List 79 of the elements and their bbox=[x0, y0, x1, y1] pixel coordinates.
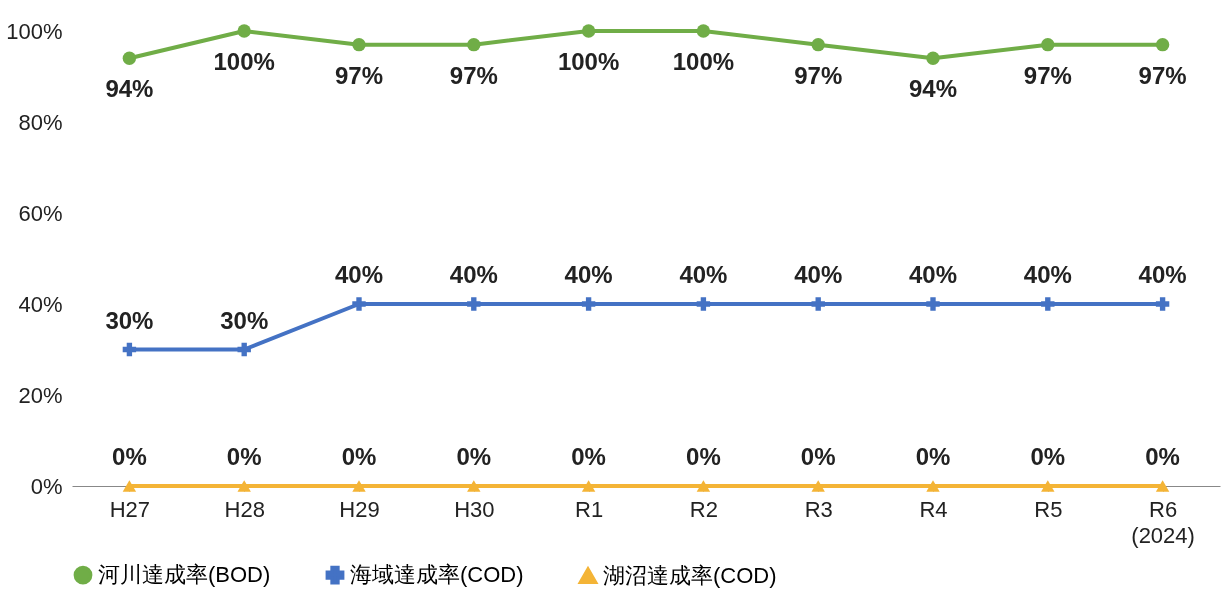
point bbox=[1041, 480, 1055, 492]
point bbox=[926, 51, 940, 65]
data-label: 40% bbox=[908, 261, 958, 288]
point bbox=[811, 297, 825, 311]
point bbox=[352, 37, 366, 52]
data-label: 97% bbox=[334, 61, 384, 89]
data-label: 0% bbox=[800, 443, 836, 470]
point bbox=[237, 342, 251, 357]
legend-label: 河川達成率(BOD) bbox=[98, 562, 271, 588]
x-tick-label: R1 bbox=[575, 496, 604, 522]
y-tick-label: 40% bbox=[18, 291, 63, 317]
point bbox=[1155, 297, 1170, 311]
point bbox=[1041, 297, 1055, 311]
y-tick-label: 0% bbox=[30, 473, 63, 499]
x-tick-label: R2 bbox=[689, 496, 718, 522]
data-label: 0% bbox=[226, 443, 262, 470]
data-label: 40% bbox=[1138, 261, 1187, 288]
data-label: 0% bbox=[456, 443, 492, 470]
y-tick-label: 60% bbox=[18, 200, 63, 226]
x-tick-label: H30 bbox=[454, 496, 495, 522]
y-tick-label: 80% bbox=[18, 109, 63, 135]
data-label: 100% bbox=[557, 48, 620, 75]
y-tick-label: 20% bbox=[18, 382, 63, 408]
point bbox=[467, 480, 481, 492]
data-label: 94% bbox=[105, 75, 154, 103]
data-label: 0% bbox=[112, 443, 147, 470]
point bbox=[122, 342, 137, 357]
legend-label: 湖沼達成率(COD) bbox=[603, 562, 777, 588]
point bbox=[1155, 37, 1170, 52]
x-tick-label: R3 bbox=[804, 496, 833, 522]
data-label: 0% bbox=[915, 443, 951, 470]
data-label: 97% bbox=[449, 61, 498, 89]
data-label: 40% bbox=[334, 261, 384, 288]
x-tick-label: H27 bbox=[109, 496, 151, 522]
point bbox=[811, 37, 825, 52]
data-label: 30% bbox=[220, 306, 269, 334]
point bbox=[926, 480, 940, 492]
data-label: 0% bbox=[1145, 443, 1180, 470]
point bbox=[237, 24, 251, 38]
data-label: 40% bbox=[564, 261, 613, 288]
x-tick-label: R4 bbox=[919, 496, 948, 522]
x-tick-label: H28 bbox=[224, 496, 265, 522]
point bbox=[811, 480, 825, 492]
point bbox=[1155, 480, 1170, 492]
data-label: 0% bbox=[571, 443, 606, 470]
point bbox=[237, 480, 251, 492]
data-label: 40% bbox=[794, 261, 843, 288]
point bbox=[696, 24, 711, 38]
data-label: 40% bbox=[679, 261, 728, 288]
point bbox=[696, 480, 711, 492]
data-label: 97% bbox=[794, 61, 843, 89]
data-label: 100% bbox=[672, 48, 735, 75]
x-tick-label: R6 (2024) bbox=[1131, 496, 1195, 548]
point bbox=[696, 297, 711, 311]
y-tick-label: 100% bbox=[6, 18, 63, 44]
point bbox=[122, 480, 137, 492]
data-label: 40% bbox=[449, 261, 498, 288]
point bbox=[581, 24, 596, 38]
data-label: 0% bbox=[1030, 443, 1066, 470]
x-tick-label: H29 bbox=[339, 496, 380, 522]
point bbox=[1041, 37, 1055, 52]
point bbox=[581, 297, 596, 311]
data-label: 97% bbox=[1023, 61, 1072, 89]
x-tick-label: R5 bbox=[1034, 496, 1063, 522]
data-label: 0% bbox=[686, 443, 721, 470]
data-label: 0% bbox=[341, 443, 377, 470]
data-label: 97% bbox=[1138, 61, 1187, 89]
point bbox=[926, 297, 940, 311]
point bbox=[352, 480, 366, 492]
point bbox=[467, 37, 481, 52]
legend-label: 海域達成率(COD) bbox=[350, 562, 524, 588]
data-label: 100% bbox=[213, 48, 275, 75]
point bbox=[581, 480, 596, 492]
point bbox=[467, 297, 481, 311]
point bbox=[352, 297, 366, 311]
data-label: 30% bbox=[105, 306, 154, 334]
data-label: 94% bbox=[908, 75, 958, 103]
point bbox=[122, 51, 137, 65]
data-label: 40% bbox=[1023, 261, 1072, 288]
